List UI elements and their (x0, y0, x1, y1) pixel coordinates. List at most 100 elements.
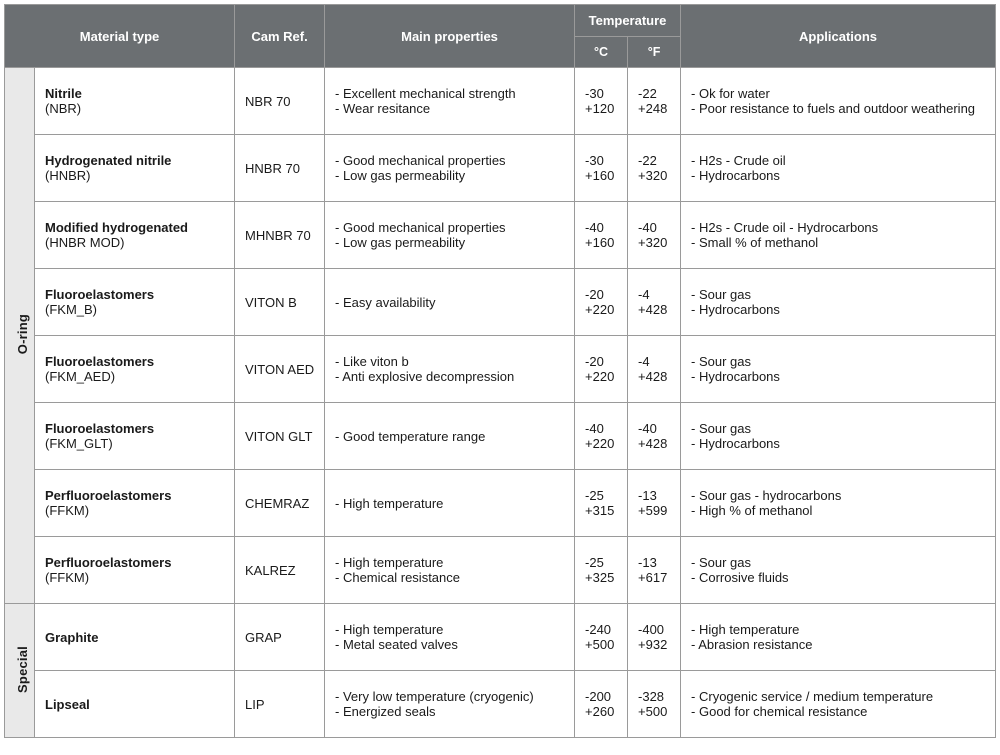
cell-temp-c: -240+500 (575, 604, 628, 671)
material-title: Fluoroelastomers (45, 421, 224, 436)
application-line: - Ok for water (691, 86, 985, 101)
property-line: - Metal seated valves (335, 637, 564, 652)
th-cam-ref: Cam Ref. (235, 5, 325, 68)
property-line: - Like viton b (335, 354, 564, 369)
material-sub: (FFKM) (45, 503, 224, 518)
temp-c-value: -20 (585, 287, 617, 302)
temp-c-value: +220 (585, 369, 617, 384)
cell-temp-f: -400+932 (628, 604, 681, 671)
temp-c-value: -25 (585, 555, 617, 570)
material-sub: (NBR) (45, 101, 224, 116)
temp-f-value: +320 (638, 235, 670, 250)
table-row: O-ringNitrile(NBR)NBR 70- Excellent mech… (5, 68, 996, 135)
application-line: - Small % of methanol (691, 235, 985, 250)
property-line: - Low gas permeability (335, 235, 564, 250)
temp-c-value: +500 (585, 637, 617, 652)
cell-applications: - Sour gas- Hydrocarbons (681, 403, 996, 470)
cell-applications: - H2s - Crude oil - Hydrocarbons- Small … (681, 202, 996, 269)
temp-c-value: -40 (585, 220, 617, 235)
property-line: - Energized seals (335, 704, 564, 719)
th-main-properties: Main properties (325, 5, 575, 68)
temp-f-value: -400 (638, 622, 670, 637)
cell-cam-ref: LIP (235, 671, 325, 738)
cell-applications: - Ok for water- Poor resistance to fuels… (681, 68, 996, 135)
temp-f-value: +428 (638, 436, 670, 451)
property-line: - Good mechanical properties (335, 153, 564, 168)
material-sub: (FKM_B) (45, 302, 224, 317)
cell-material: Hydrogenated nitrile(HNBR) (35, 135, 235, 202)
cell-temp-c: -30+120 (575, 68, 628, 135)
cell-applications: - Cryogenic service / medium temperature… (681, 671, 996, 738)
cell-material: Fluoroelastomers(FKM_GLT) (35, 403, 235, 470)
table-row: Fluoroelastomers(FKM_B)VITON B- Easy ava… (5, 269, 996, 336)
material-title: Modified hydrogenated (45, 220, 224, 235)
cell-temp-c: -40+160 (575, 202, 628, 269)
material-title: Nitrile (45, 86, 224, 101)
cell-properties: - High temperature- Metal seated valves (325, 604, 575, 671)
application-line: - Hydrocarbons (691, 168, 985, 183)
cell-temp-f: -4+428 (628, 336, 681, 403)
cell-material: Perfluoroelastomers(FFKM) (35, 537, 235, 604)
temp-f-value: +617 (638, 570, 670, 585)
material-sub: (FFKM) (45, 570, 224, 585)
cell-temp-c: -25+325 (575, 537, 628, 604)
th-temperature: Temperature (575, 5, 681, 37)
cell-properties: - Good temperature range (325, 403, 575, 470)
cell-properties: - Very low temperature (cryogenic)- Ener… (325, 671, 575, 738)
material-title: Hydrogenated nitrile (45, 153, 224, 168)
temp-c-value: +220 (585, 436, 617, 451)
temp-f-value: +248 (638, 101, 670, 116)
cell-applications: - High temperature- Abrasion resistance (681, 604, 996, 671)
cell-applications: - H2s - Crude oil- Hydrocarbons (681, 135, 996, 202)
cell-material: Modified hydrogenated(HNBR MOD) (35, 202, 235, 269)
cell-temp-f: -13+599 (628, 470, 681, 537)
table-row: Fluoroelastomers(FKM_GLT)VITON GLT- Good… (5, 403, 996, 470)
temp-f-value: +500 (638, 704, 670, 719)
cell-cam-ref: HNBR 70 (235, 135, 325, 202)
application-line: - Hydrocarbons (691, 302, 985, 317)
cell-cam-ref: MHNBR 70 (235, 202, 325, 269)
materials-table: Material type Cam Ref. Main properties T… (4, 4, 996, 738)
property-line: - Good temperature range (335, 429, 564, 444)
property-line: - High temperature (335, 496, 564, 511)
material-title: Fluoroelastomers (45, 287, 224, 302)
property-line: - High temperature (335, 622, 564, 637)
temp-c-value: +160 (585, 168, 617, 183)
application-line: - Sour gas - hydrocarbons (691, 488, 985, 503)
cell-cam-ref: NBR 70 (235, 68, 325, 135)
cell-temp-c: -20+220 (575, 269, 628, 336)
material-title: Fluoroelastomers (45, 354, 224, 369)
temp-f-value: +320 (638, 168, 670, 183)
cell-temp-c: -30+160 (575, 135, 628, 202)
cell-material: Lipseal (35, 671, 235, 738)
cell-temp-f: -328+500 (628, 671, 681, 738)
temp-f-value: -22 (638, 86, 670, 101)
cell-cam-ref: CHEMRAZ (235, 470, 325, 537)
application-line: - Sour gas (691, 555, 985, 570)
th-applications: Applications (681, 5, 996, 68)
cell-temp-f: -22+320 (628, 135, 681, 202)
cell-temp-f: -4+428 (628, 269, 681, 336)
temp-c-value: -20 (585, 354, 617, 369)
property-line: - Excellent mechanical strength (335, 86, 564, 101)
cell-cam-ref: KALREZ (235, 537, 325, 604)
temp-f-value: -40 (638, 220, 670, 235)
cell-temp-c: -25+315 (575, 470, 628, 537)
cell-temp-f: -40+428 (628, 403, 681, 470)
th-temp-c: °C (575, 37, 628, 68)
application-line: - Poor resistance to fuels and outdoor w… (691, 101, 985, 116)
cell-properties: - Good mechanical properties- Low gas pe… (325, 135, 575, 202)
cell-temp-f: -40+320 (628, 202, 681, 269)
application-line: - H2s - Crude oil (691, 153, 985, 168)
cell-temp-f: -13+617 (628, 537, 681, 604)
table-row: Perfluoroelastomers(FFKM)CHEMRAZ- High t… (5, 470, 996, 537)
temp-c-value: +120 (585, 101, 617, 116)
property-line: - Low gas permeability (335, 168, 564, 183)
property-line: - Chemical resistance (335, 570, 564, 585)
application-line: - Abrasion resistance (691, 637, 985, 652)
table-header: Material type Cam Ref. Main properties T… (5, 5, 996, 68)
cell-properties: - Like viton b- Anti explosive decompres… (325, 336, 575, 403)
cell-properties: - Excellent mechanical strength- Wear re… (325, 68, 575, 135)
group-label: O-ring (5, 68, 35, 604)
application-line: - Sour gas (691, 354, 985, 369)
